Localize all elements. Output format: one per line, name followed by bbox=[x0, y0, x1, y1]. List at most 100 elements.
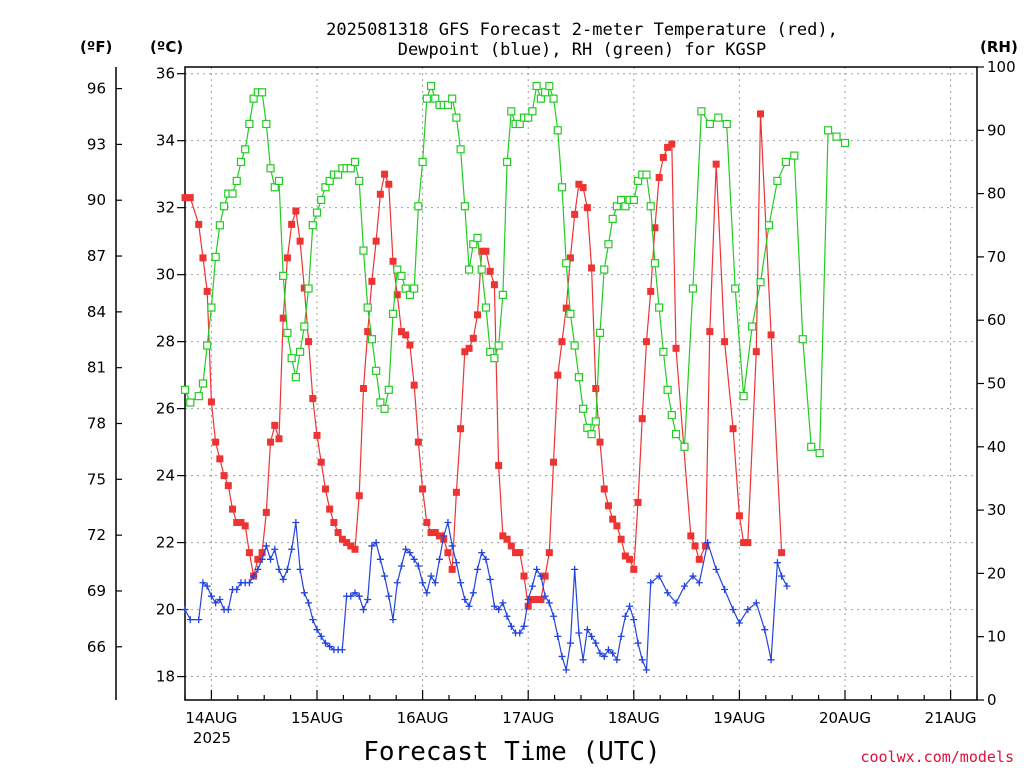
rh-tick-label: 100 bbox=[987, 58, 1016, 76]
rh-point bbox=[824, 126, 833, 135]
dewpoint-point bbox=[554, 632, 562, 640]
rh-point bbox=[570, 341, 579, 350]
dewpoint-point bbox=[181, 606, 189, 614]
dewpoint-point bbox=[545, 599, 553, 607]
temperature-point bbox=[245, 549, 253, 557]
dewpoint-point bbox=[233, 585, 241, 593]
temperature-point bbox=[664, 143, 672, 151]
fahrenheit-tick-label: 69 bbox=[87, 582, 106, 600]
dewpoint-point bbox=[735, 619, 743, 627]
rh-point bbox=[540, 88, 550, 97]
rh-point bbox=[764, 221, 774, 230]
dewpoint-point bbox=[351, 589, 359, 597]
temperature-point bbox=[600, 485, 608, 493]
temperature-point bbox=[712, 160, 720, 168]
fahrenheit-tick-label: 78 bbox=[87, 415, 106, 433]
dewpoint-point bbox=[507, 622, 515, 630]
credit-link[interactable]: coolwx.com/models bbox=[860, 748, 1014, 766]
rh-tick-label: 90 bbox=[987, 121, 1006, 139]
temperature-point bbox=[691, 542, 699, 550]
fahrenheit-tick-label: 90 bbox=[87, 191, 106, 209]
rh-point bbox=[308, 221, 317, 230]
temperature-point bbox=[233, 518, 241, 526]
dewpoint-point bbox=[778, 572, 786, 580]
rh-point bbox=[262, 119, 271, 129]
rh-point bbox=[270, 183, 279, 192]
dewpoint-point bbox=[503, 612, 511, 620]
rh-point bbox=[469, 240, 478, 249]
year-label: 2025 bbox=[193, 729, 231, 747]
rh-point bbox=[448, 94, 457, 103]
rh-point bbox=[405, 290, 415, 299]
dewpoint-point bbox=[528, 582, 536, 590]
dewpoint-point bbox=[469, 589, 477, 597]
dewpoint-point bbox=[423, 589, 431, 597]
dewpoint-point bbox=[550, 612, 558, 620]
rh-point bbox=[334, 170, 343, 179]
temperature-point bbox=[216, 455, 224, 463]
temperature-point bbox=[381, 170, 389, 178]
x-tick-label: 20AUG bbox=[819, 709, 871, 727]
rh-point bbox=[507, 107, 516, 116]
rh-point bbox=[325, 176, 334, 186]
temperature-point bbox=[385, 180, 393, 188]
dewpoint-point bbox=[575, 629, 583, 637]
dewpoint-point bbox=[558, 652, 566, 660]
dewpoint-point bbox=[566, 639, 574, 647]
rh-point bbox=[731, 284, 740, 293]
dewpoint-point bbox=[562, 666, 570, 674]
dewpoint-point bbox=[744, 606, 752, 614]
temperature-point bbox=[461, 348, 469, 356]
dewpoint-point bbox=[309, 616, 317, 624]
rh-point bbox=[317, 195, 326, 205]
temperature-point bbox=[668, 140, 676, 148]
rh-point bbox=[304, 284, 313, 293]
dewpoint-point bbox=[414, 562, 422, 570]
x-tick-label: 19AUG bbox=[713, 709, 765, 727]
temperature-point bbox=[326, 505, 334, 513]
temperature-point bbox=[630, 565, 638, 573]
dewpoint-point bbox=[729, 606, 737, 614]
temperature-point bbox=[634, 498, 642, 506]
dewpoint-point bbox=[613, 656, 621, 664]
temperature-point bbox=[558, 338, 566, 346]
rh-point bbox=[249, 94, 258, 103]
rh-point bbox=[207, 303, 216, 312]
x-tick-label: 21AUG bbox=[925, 709, 977, 727]
temperature-point bbox=[744, 539, 752, 547]
temperature-point bbox=[186, 194, 194, 202]
dewpoint-point bbox=[372, 539, 380, 547]
fahrenheit-tick-label: 81 bbox=[87, 359, 106, 377]
dewpoint-point bbox=[721, 585, 729, 593]
rh-point bbox=[549, 94, 558, 103]
rh-point bbox=[650, 259, 660, 268]
dewpoint-point bbox=[406, 549, 414, 557]
dewpoint-point bbox=[355, 592, 363, 600]
dewpoint-point bbox=[520, 622, 528, 630]
celsius-tick-label: 20 bbox=[156, 601, 175, 619]
dewpoint-point bbox=[600, 652, 608, 660]
temperature-point bbox=[533, 596, 541, 604]
temperature-point bbox=[393, 291, 401, 299]
dewpoint-point bbox=[537, 572, 545, 580]
rh-point bbox=[714, 113, 723, 122]
rh-point bbox=[773, 176, 782, 186]
celsius-tick-label: 30 bbox=[156, 266, 175, 284]
dewpoint-point bbox=[393, 579, 401, 587]
dewpoint-point bbox=[385, 592, 393, 600]
dewpoint-point bbox=[533, 565, 541, 573]
rh-point bbox=[456, 145, 465, 154]
dewpoint-point bbox=[347, 592, 355, 600]
dewpoint-point bbox=[490, 602, 498, 610]
fahrenheit-tick-label: 96 bbox=[87, 80, 106, 98]
rh-point bbox=[655, 303, 664, 312]
x-tick-label: 14AUG bbox=[185, 709, 237, 727]
rh-point bbox=[321, 183, 330, 192]
rh-tick-label: 10 bbox=[987, 628, 1006, 646]
temperature-point bbox=[562, 304, 570, 312]
dewpoint-point bbox=[435, 555, 443, 563]
temperature-point bbox=[199, 254, 207, 262]
dewpoint-point bbox=[381, 572, 389, 580]
temperature-point bbox=[575, 180, 583, 188]
